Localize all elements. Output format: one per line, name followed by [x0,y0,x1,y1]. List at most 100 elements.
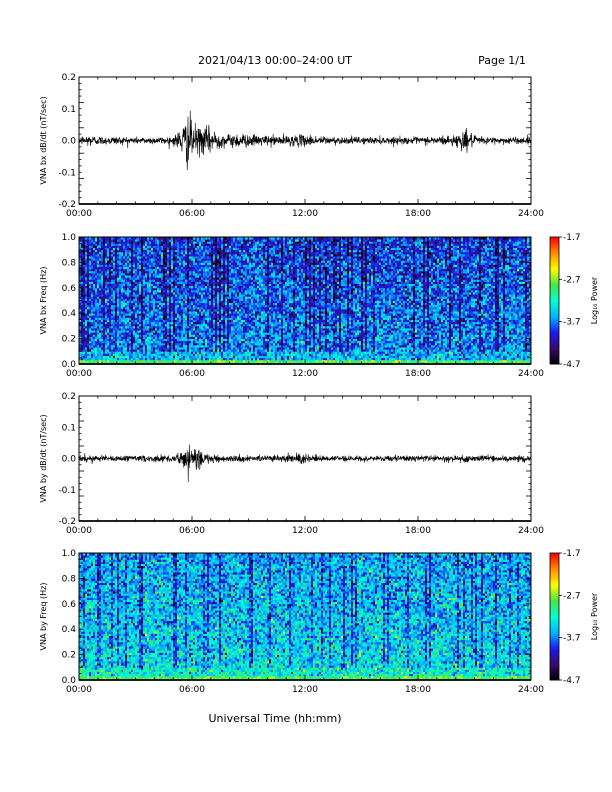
spectrogram-cell [139,289,142,293]
spectrogram-cell [145,336,148,339]
spectrogram-cell [139,251,142,255]
spectrogram-cell [145,321,148,325]
spectrogram-cell [165,285,168,289]
spectrogram-cell [113,300,116,304]
spectrogram-cell [165,243,168,246]
spectrogram-cell [135,344,138,348]
spectrogram-cell [155,325,158,329]
spectrogram-cell [91,325,94,329]
spectrogram-cell [139,315,142,318]
spectrogram-cell [185,237,188,240]
spectrogram-cell [155,277,158,280]
spectrogram-cell [87,262,90,265]
spectrogram-cell [101,332,104,335]
spectrogram-cell [185,283,188,287]
spectrogram-cell [177,292,180,295]
spectrogram-cell [111,359,114,363]
spectrogram-cell [101,325,104,329]
spectrogram-cell [157,241,160,244]
spectrogram-cell [123,323,126,327]
spectrogram-cell [121,328,124,331]
spectrogram-cell [83,308,86,312]
spectrogram-cell [159,262,162,265]
spectrogram-cell [169,275,172,278]
spectrogram-cell [181,251,184,255]
spectrogram-cell [89,300,92,304]
spectrogram-cell [163,332,166,335]
spectrogram-cell [159,287,162,291]
spectrogram-cell [113,247,116,251]
spectrogram-cell [109,340,112,344]
spectrogram-cell [129,344,132,348]
spectrogram-cell [83,260,86,263]
spectrogram-cell [111,342,114,346]
spectrogram-cell [103,328,106,331]
spectrogram-cell [95,317,98,320]
spectrogram-cell [161,270,164,274]
spectrogram-cell [175,258,178,261]
spectrogram-cell [177,256,180,259]
spectrogram-cell [183,344,186,348]
spectrogram-cell [133,260,136,263]
spectrogram-cell [143,268,146,272]
spectrogram-cell [149,325,152,329]
spectrogram-cell [167,253,170,257]
spectrogram-cell [149,323,152,327]
spectrogram-cell [99,315,102,318]
spectrogram-cell [171,272,174,276]
spectrogram-cell [167,243,170,246]
spectrogram-cell [101,253,104,257]
spectrogram-cell [169,351,172,354]
spectrogram-cell [171,283,174,287]
spectrogram-cell [111,357,114,361]
spectrogram-cell [181,292,184,295]
spectrogram-cell [145,260,148,263]
spectrogram-cell [145,264,148,268]
spectrogram-cell [115,245,118,248]
spectrogram-cell [161,351,164,354]
spectrogram-cell [143,344,146,348]
spectrogram-cell [115,340,118,344]
spectrogram-cell [89,328,92,331]
spectrogram-cell [93,289,96,293]
spectrogram-cell [133,340,136,344]
spectrogram-cell [85,347,88,350]
spectrogram-cell [123,325,126,329]
spectrogram-cell [159,256,162,259]
spectrogram-cell [127,292,130,295]
spectrogram-cell [143,294,146,297]
spectrogram-cell [95,304,98,308]
spectrogram-cell [127,239,130,242]
spectrogram-cell [119,243,122,246]
spectrogram-cell [135,268,138,272]
spectrogram-cell [111,289,114,293]
spectrogram-cell [181,260,184,263]
spectrogram-cell [121,247,124,251]
spectrogram-cell [99,251,102,255]
spectrogram-cell [171,260,174,263]
spectrogram-cell [143,328,146,331]
spectrogram-cell [169,243,172,246]
spectrogram-cell [83,292,86,295]
spectrogram-cell [79,275,82,278]
spectrogram-cell [137,279,140,282]
spectrogram-cell [79,325,82,329]
spectrogram-cell [95,328,98,331]
spectrogram-cell [179,304,182,308]
spectrogram-cell [93,338,96,342]
spectrogram-cell [169,270,172,274]
spectrogram-cell [103,281,106,284]
spectrogram-cell [107,281,110,284]
spectrogram-cell [165,347,168,350]
spectrogram-cell [175,294,178,297]
spectrogram-cell [165,292,168,295]
spectrogram-cell [155,351,158,354]
spectrogram-cell [81,349,84,352]
spectrogram-cell [145,319,148,323]
spectrogram-cell [119,321,122,325]
spectrogram-cell [133,355,136,359]
spectrogram-cell [153,285,156,289]
spectrogram-cell [93,334,96,337]
spectrogram-cell [105,298,108,301]
spectrogram-cell [153,359,156,363]
